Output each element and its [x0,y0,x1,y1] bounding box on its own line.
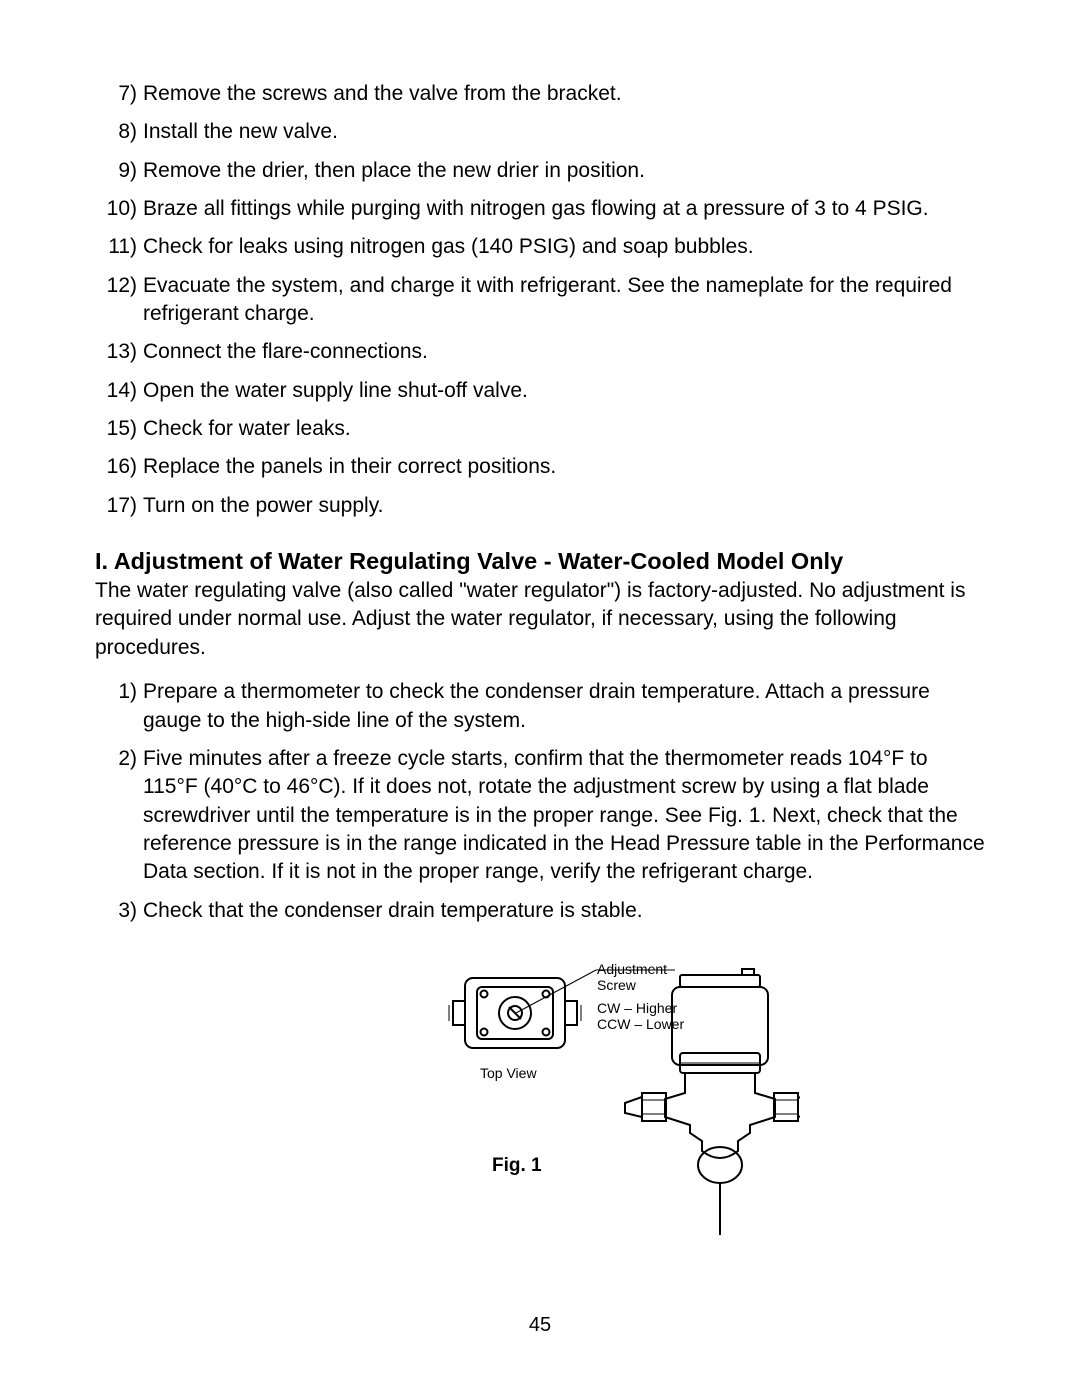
step-text: Five minutes after a freeze cycle starts… [143,745,985,887]
label-line: Adjustment [597,961,667,977]
step: 10)Braze all fittings while purging with… [95,195,985,223]
step-text: Install the new valve. [143,118,985,146]
step-text: Connect the flare-connections. [143,338,985,366]
step: 2)Five minutes after a freeze cycle star… [95,745,985,887]
cw-ccw-label: CW – Higher CCW – Lower [597,1000,684,1032]
step: 7)Remove the screws and the valve from t… [95,80,985,108]
step: 17)Turn on the power supply. [95,492,985,520]
step-number: 2) [95,745,143,887]
step: 11)Check for leaks using nitrogen gas (1… [95,233,985,261]
step-text: Prepare a thermometer to check the conde… [143,678,985,735]
step: 16)Replace the panels in their correct p… [95,453,985,481]
step: 3)Check that the condenser drain tempera… [95,897,985,925]
step-number: 16) [95,453,143,481]
step-text: Turn on the power supply. [143,492,985,520]
section-intro: The water regulating valve (also called … [95,577,985,662]
step-number: 9) [95,157,143,185]
step-text: Remove the drier, then place the new dri… [143,157,985,185]
step-text: Replace the panels in their correct posi… [143,453,985,481]
step: 12)Evacuate the system, and charge it wi… [95,272,985,329]
step-text: Remove the screws and the valve from the… [143,80,985,108]
figure-1: Top View Adjustment Screw CW – Higher CC… [95,965,985,1275]
step-number: 17) [95,492,143,520]
step: 15)Check for water leaks. [95,415,985,443]
step-number: 7) [95,80,143,108]
adjustment-steps: 1)Prepare a thermometer to check the con… [95,678,985,925]
step-number: 11) [95,233,143,261]
step-text: Open the water supply line shut-off valv… [143,377,985,405]
step: 13)Connect the flare-connections. [95,338,985,366]
adjustment-screw-label: Adjustment Screw [597,961,667,993]
step: 8)Install the new valve. [95,118,985,146]
step-number: 14) [95,377,143,405]
step: 1)Prepare a thermometer to check the con… [95,678,985,735]
label-line: CCW – Lower [597,1016,684,1032]
step-number: 8) [95,118,143,146]
top-view-label: Top View [480,1065,537,1081]
step-number: 10) [95,195,143,223]
step-number: 1) [95,678,143,735]
step-number: 3) [95,897,143,925]
label-line: CW – Higher [597,1000,677,1016]
instruction-steps-continued: 7)Remove the screws and the valve from t… [95,80,985,520]
step-text: Check for water leaks. [143,415,985,443]
step: 9)Remove the drier, then place the new d… [95,157,985,185]
valve-diagram-icon [280,965,800,1255]
label-line: Screw [597,977,636,993]
section-heading: I. Adjustment of Water Regulating Valve … [95,548,985,575]
step-number: 15) [95,415,143,443]
step-number: 12) [95,272,143,329]
figure-caption: Fig. 1 [492,1155,542,1177]
step-text: Braze all fittings while purging with ni… [143,195,985,223]
step-number: 13) [95,338,143,366]
step-text: Evacuate the system, and charge it with … [143,272,985,329]
step-text: Check that the condenser drain temperatu… [143,897,985,925]
step: 14)Open the water supply line shut-off v… [95,377,985,405]
step-text: Check for leaks using nitrogen gas (140 … [143,233,985,261]
page-number: 45 [0,1314,1080,1337]
